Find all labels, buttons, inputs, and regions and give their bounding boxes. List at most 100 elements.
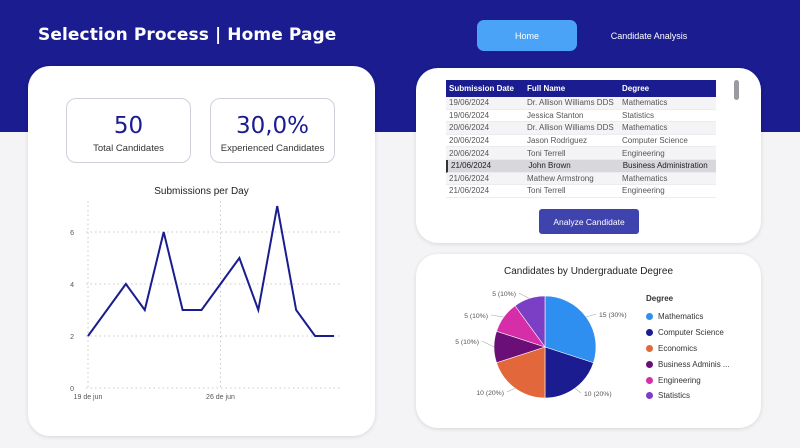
table-header: Submission Date Full Name Degree (446, 80, 716, 97)
pie-slice[interactable] (496, 346, 546, 399)
table-row[interactable]: 21/06/2024 John Brown Business Administrat… (446, 159, 716, 173)
legend-swatch (646, 376, 653, 384)
pie-slice[interactable] (544, 295, 597, 364)
table-row[interactable]: 20/06/2024 Dr. Allison Williams DDS Mathem… (446, 122, 716, 135)
nav-candidate-analysis-button[interactable]: Candidate Analysis (610, 30, 688, 41)
kpi-experienced-candidates: 30,0% Experienced Candidates (210, 98, 335, 163)
degree-pie-card: Candidates by Undergraduate Degree 15 (3… (416, 254, 761, 428)
data-label: 5 (10%) (455, 339, 479, 346)
kpi-total-candidates: 50 Total Candidates (66, 98, 191, 163)
leader-line (490, 314, 504, 318)
table-row[interactable]: 19/06/2024 Dr. Allison Williams DDS Mathem… (446, 97, 716, 110)
legend-swatch (646, 329, 653, 337)
table-cell: 19/06/2024 (449, 98, 490, 108)
degree-pie-chart: 15 (30%) 10 (20%) 10 (20%) 5 (10%) 5 (10%) 5 … (455, 291, 627, 399)
column-header-submission-date[interactable]: Submission Date (449, 84, 514, 93)
table-row[interactable]: 21/06/2024 Mathew Armstrong Mathematics (446, 172, 716, 186)
data-point[interactable] (104, 308, 109, 313)
legend-item[interactable]: Statistics (646, 388, 730, 404)
candidates-table-card: Submission Date Full Name Degree 19/06/2… (416, 68, 761, 243)
x-tick-label: 19 de jun (74, 394, 103, 401)
legend-item[interactable]: Mathematics (646, 309, 730, 325)
kpi-value: 50 (113, 113, 144, 139)
legend-swatch (646, 344, 653, 352)
legend-label: Statistics (658, 391, 691, 401)
legend-item[interactable]: Computer Science (646, 325, 730, 341)
data-point[interactable] (123, 282, 128, 287)
y-tick-label: 0 (70, 386, 74, 393)
legend-label: Economics (658, 343, 698, 353)
data-label: 10 (20%) (476, 390, 504, 397)
table-cell: Engineering (622, 148, 665, 158)
table-row[interactable]: 20/06/2024 Toni Terrell Engineering (446, 147, 716, 160)
table-body: 19/06/2024 Dr. Allison Williams DDS Mathem… (446, 97, 716, 198)
table-cell: Business Administration (622, 161, 708, 171)
table-cell: Jessica Stanton (527, 110, 584, 120)
table-cell: 20/06/2024 (449, 123, 490, 133)
y-tick-label: 6 (70, 230, 74, 237)
y-tick-label: 4 (70, 282, 74, 289)
table-scrollbar[interactable] (734, 80, 739, 100)
table-cell: Dr. Allison Williams DDS (527, 98, 614, 108)
submissions-line-chart: 0 2 4 6 19 de jun 26 de jun (70, 201, 342, 401)
data-point[interactable] (275, 204, 280, 209)
page-title: Selection Process | Home Page (38, 25, 337, 45)
legend-items: Mathematics Computer Science Economics Busi… (646, 309, 730, 404)
pie-chart-title: Candidates by Undergraduate Degree (504, 266, 673, 277)
table-cell: Statistics (622, 110, 655, 120)
kpi-label: Total Candidates (93, 143, 164, 154)
data-point[interactable] (86, 334, 91, 339)
legend-swatch (646, 392, 653, 400)
data-point[interactable] (294, 308, 299, 313)
data-point[interactable] (237, 256, 242, 261)
data-point[interactable] (180, 308, 185, 313)
table-row[interactable]: 20/06/2024 Jason Rodriguez Computer Scienc… (446, 135, 716, 148)
legend-label: Business Adminis ... (658, 359, 730, 369)
table-cell: 21/06/2024 (449, 173, 490, 183)
table-row[interactable]: 21/06/2024 Toni Terrell Engineering (446, 185, 716, 198)
pie-legend: Degree Mathematics Computer Science Econom… (646, 294, 730, 404)
data-point[interactable] (313, 334, 318, 339)
table-cell: John Brown (528, 161, 571, 171)
table-row[interactable]: 19/06/2024 Jessica Stanton Statistics (446, 110, 716, 123)
legend-item[interactable]: Economics (646, 341, 730, 357)
x-tick-label: 26 de jun (206, 394, 235, 401)
data-label: 10 (20%) (584, 391, 612, 398)
table-cell: Engineering (622, 186, 665, 196)
table-cell: Dr. Allison Williams DDS (527, 123, 614, 133)
table-cell: Toni Terrell (527, 148, 566, 158)
table-cell: Mathew Armstrong (527, 173, 594, 183)
data-point[interactable] (199, 308, 204, 313)
legend-label: Computer Science (658, 328, 724, 338)
leader-line (518, 292, 530, 299)
column-header-degree[interactable]: Degree (622, 84, 650, 93)
column-header-full-name[interactable]: Full Name (527, 84, 566, 93)
analyze-candidate-button[interactable]: Analyze Candidate (539, 209, 639, 234)
series-line (87, 205, 334, 337)
table-cell: Mathematics (622, 98, 668, 108)
leader-line (586, 313, 597, 318)
table-cell: Mathematics (622, 173, 668, 183)
legend-item[interactable]: Engineering (646, 372, 730, 388)
pie-slice[interactable] (544, 346, 594, 399)
table-cell: Computer Science (622, 136, 688, 146)
legend-swatch (646, 360, 653, 368)
legend-item[interactable]: Business Adminis ... (646, 356, 730, 372)
data-point[interactable] (256, 308, 261, 313)
legend-title: Degree (646, 294, 674, 303)
data-point[interactable] (332, 334, 337, 339)
kpi-label: Experienced Candidates (220, 143, 325, 154)
table-cell: 19/06/2024 (449, 110, 490, 120)
data-point[interactable] (161, 230, 166, 235)
data-point[interactable] (142, 308, 147, 313)
table-cell: 20/06/2024 (449, 148, 490, 158)
candidates-table: Submission Date Full Name Degree 19/06/2… (446, 80, 716, 198)
nav-home-button[interactable]: Home (477, 20, 577, 51)
data-label: 5 (10%) (492, 291, 516, 298)
overview-card: 50 Total Candidates 30,0% Experienced Ca… (28, 66, 375, 436)
table-cell: Jason Rodriguez (527, 136, 588, 146)
data-point[interactable] (218, 282, 223, 287)
legend-swatch (646, 313, 653, 321)
legend-label: Mathematics (658, 312, 704, 322)
legend-label: Engineering (658, 375, 701, 385)
